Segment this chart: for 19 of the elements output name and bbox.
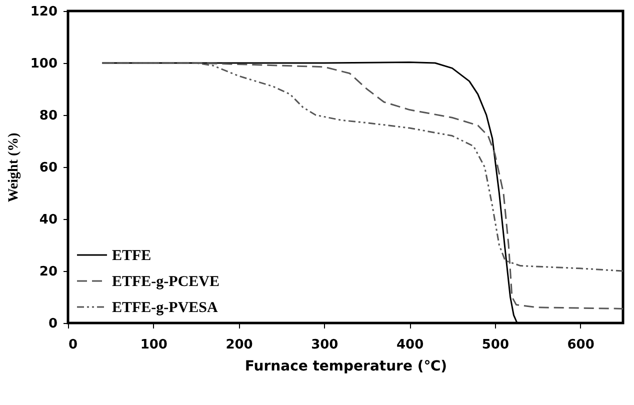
y-tick-label: 0 <box>48 316 58 332</box>
legend-label: ETFE-g-PVESA <box>112 300 218 316</box>
legend-label: ETFE-g-PCEVE <box>112 274 220 290</box>
y-tick-label: 80 <box>39 108 58 124</box>
x-tick-label: 300 <box>311 338 338 352</box>
x-tick-label: 400 <box>396 338 424 352</box>
y-tick-label: 120 <box>30 4 58 20</box>
x-tick-label: 100 <box>140 338 168 352</box>
legend-label: ETFE <box>112 248 152 264</box>
y-tick-label: 20 <box>39 264 58 280</box>
y-tick-label: 100 <box>30 56 58 72</box>
x-tick-label: 200 <box>226 338 253 352</box>
x-tick-label: 500 <box>482 338 509 352</box>
y-tick-label: 40 <box>39 212 58 228</box>
y-tick-label: 60 <box>39 160 58 176</box>
x-tick-label: 0 <box>68 338 78 352</box>
y-axis-title: Weight (%) <box>6 132 22 202</box>
x-tick-label: 600 <box>567 338 594 352</box>
x-axis-title: Furnace temperature (℃) <box>244 358 448 374</box>
